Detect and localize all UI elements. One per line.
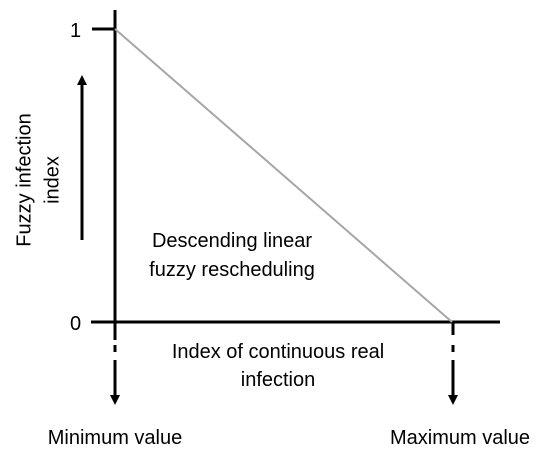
x-min-label: Minimum value <box>48 427 182 449</box>
descending-line <box>114 28 453 323</box>
y-tick-1-label: 1 <box>70 20 81 42</box>
y-axis-label-line2: index <box>41 156 63 204</box>
y-tick-0-label: 0 <box>70 313 81 335</box>
curve-label-line1: Descending linear <box>152 230 312 252</box>
x-max-label: Maximum value <box>390 427 530 449</box>
x-axis-label-line1: Index of continuous real <box>172 341 384 363</box>
x-axis-label-line2: infection <box>241 369 316 391</box>
curve-label-line2: fuzzy rescheduling <box>149 259 315 281</box>
y-axis-label-line1: Fuzzy infection <box>13 113 35 246</box>
